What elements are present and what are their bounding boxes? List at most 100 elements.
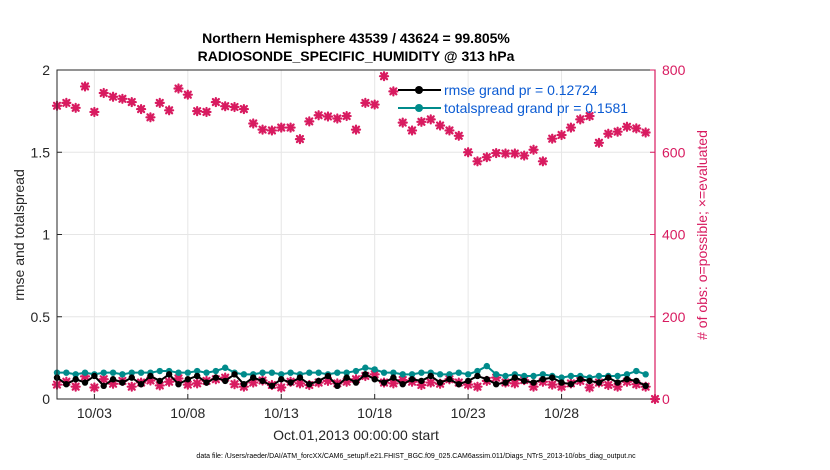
obs-count-upper-point: [248, 118, 259, 129]
obs-star-stroke: [510, 379, 519, 388]
obs-star-stroke: [501, 149, 510, 158]
obs-star-stroke: [492, 148, 501, 158]
obs-star-stroke: [305, 117, 314, 126]
obs-star-stroke: [155, 381, 164, 390]
rmse-point: [502, 379, 509, 386]
obs-count-upper-point: [313, 110, 324, 121]
spread-point: [306, 369, 313, 376]
spread-point: [334, 369, 341, 376]
obs-star-stroke: [90, 107, 99, 117]
obs-star-stroke: [314, 111, 323, 120]
spread-point: [642, 371, 649, 378]
obs-star-stroke: [146, 376, 155, 385]
obs-count-upper-point: [70, 102, 81, 113]
rmse-point: [530, 379, 537, 386]
obs-star-stroke: [351, 125, 361, 134]
obs-count-upper-point: [238, 103, 249, 115]
spread-point: [137, 369, 145, 376]
rmse-point: [278, 376, 285, 383]
spread-point: [268, 369, 276, 376]
obs-count-upper-point: [276, 122, 287, 133]
spread-point: [278, 371, 285, 378]
rmse-point: [231, 371, 238, 378]
spread-point: [558, 374, 565, 381]
rmse-point: [250, 374, 257, 381]
obs-count-upper-point: [425, 114, 436, 125]
rmse-point: [81, 379, 89, 386]
rmse-point: [464, 377, 472, 385]
obs-count-upper-point: [107, 91, 119, 102]
y-right-tick-label: 400: [662, 227, 686, 243]
obs-star-stroke: [426, 378, 435, 387]
obs-count-upper-point: [612, 126, 623, 137]
rmse-point: [259, 377, 266, 385]
obs-count-upper-point: [500, 148, 511, 159]
obs-count-upper-point: [537, 156, 548, 167]
obs-star-stroke: [576, 115, 585, 124]
rmse-point: [642, 382, 649, 390]
rmse-point: [147, 372, 154, 380]
obs-count-upper-point: [556, 129, 567, 141]
rmse-point: [446, 376, 453, 383]
obs-count-upper-point: [584, 110, 595, 122]
obs-count-upper-point: [434, 120, 446, 131]
y-left-tick-label: 0: [42, 391, 50, 407]
obs-star-stroke: [118, 94, 127, 103]
obs-star-stroke: [295, 134, 305, 144]
obs-star-stroke: [632, 124, 641, 133]
obs-count-upper-point: [304, 116, 315, 127]
obs-star-stroke: [473, 382, 482, 391]
obs-star-stroke: [566, 123, 576, 132]
spread-line: [57, 364, 646, 379]
rmse-point: [418, 377, 425, 385]
obs-count-upper-point: [519, 150, 530, 161]
obs-star-stroke: [529, 145, 538, 154]
obs-count-lower-point: [70, 381, 81, 392]
rmse-point: [427, 372, 434, 380]
obs-count-lower-point: [126, 381, 137, 392]
rmse-point: [306, 380, 313, 388]
obs-star-stroke: [230, 380, 239, 389]
obs-star-stroke: [585, 383, 594, 392]
rmse-point: [605, 374, 612, 381]
x-tick-label: 10/28: [544, 405, 579, 421]
obs-star-stroke: [641, 128, 650, 137]
obs-star-stroke: [249, 378, 258, 387]
x-tick-label: 10/13: [264, 405, 299, 421]
obs-star-stroke: [230, 102, 239, 112]
obs-count-upper-point: [603, 128, 614, 139]
rmse-point: [324, 372, 332, 380]
obs-count-upper-point: [472, 156, 483, 167]
obs-count-lower-point: [276, 382, 287, 393]
obs-star-stroke: [389, 379, 398, 388]
spread-point: [343, 369, 350, 376]
spread-point: [595, 372, 603, 380]
obs-star-stroke: [435, 121, 445, 130]
obs-star-stroke: [165, 106, 174, 115]
obs-count-upper-point: [453, 130, 464, 141]
legend-rmse-label: rmse grand pr = 0.12724: [444, 82, 598, 98]
rmse-point: [343, 374, 350, 381]
obs-count-upper-point: [388, 86, 399, 97]
obs-count-upper-point: [575, 114, 586, 125]
obs-star-stroke: [464, 148, 473, 157]
rmse-point: [100, 382, 107, 390]
spread-point: [63, 369, 70, 376]
rmse-point: [474, 372, 481, 380]
x-tick-label: 10/08: [170, 405, 205, 421]
rmse-point: [623, 376, 631, 383]
obs-star-stroke: [174, 374, 183, 383]
rmse-point: [165, 371, 173, 378]
y-right-tick-label: 200: [662, 309, 686, 325]
spread-point: [212, 367, 220, 375]
obs-count-upper-point: [593, 137, 605, 148]
obs-star-stroke: [426, 115, 435, 124]
rmse-point: [577, 376, 584, 383]
y-right-tick-label: 0: [662, 391, 670, 407]
obs-star-stroke: [146, 113, 155, 122]
obs-star-stroke: [165, 377, 174, 386]
obs-count-upper-point: [463, 147, 474, 158]
rmse-point: [137, 380, 145, 388]
x-tick-label: 10/23: [451, 405, 486, 421]
